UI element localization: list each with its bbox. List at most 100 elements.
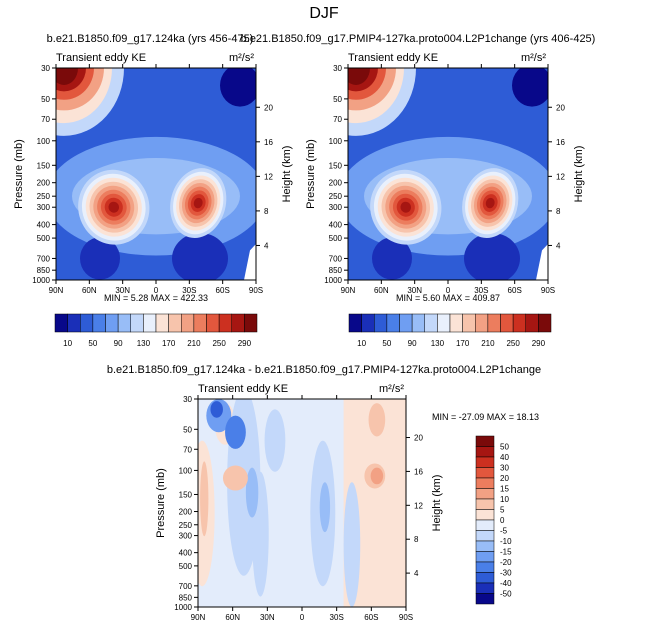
y-tick-label-500: 500 bbox=[179, 562, 193, 571]
y-tick-label-850: 850 bbox=[179, 593, 193, 602]
y-tick-label-30: 30 bbox=[183, 395, 192, 404]
contour-low bbox=[372, 237, 412, 280]
colorbar-label-10: 10 bbox=[500, 495, 509, 504]
polar-max-contour bbox=[348, 68, 370, 85]
colorbar-label-10: 10 bbox=[63, 339, 72, 348]
y-tick-label-400: 400 bbox=[37, 221, 51, 230]
y-tick-label-50: 50 bbox=[41, 95, 50, 104]
colorbar-swatch bbox=[193, 313, 207, 333]
y-tick-label-100: 100 bbox=[37, 137, 51, 146]
colorbar-label-90: 90 bbox=[114, 339, 123, 348]
colorbar-label-90: 90 bbox=[408, 339, 417, 348]
y-right-tick-label-8: 8 bbox=[556, 207, 561, 216]
units-label: m²/s² bbox=[229, 52, 254, 64]
y-axis-label: Pressure (mb) bbox=[155, 468, 167, 538]
colorbar-label-40: -40 bbox=[500, 579, 512, 588]
y-tick-label-50: 50 bbox=[183, 425, 192, 434]
colorbar-swatch bbox=[475, 582, 495, 594]
chart-panel-1: 10 50 90 130 170 210 250 290 90N 60N 30N 0 30S 60S 90S… bbox=[13, 33, 293, 348]
contour-low bbox=[80, 237, 120, 280]
colorbar-swatch bbox=[500, 313, 514, 333]
colorbar-swatch bbox=[386, 313, 400, 333]
positive-region bbox=[222, 465, 248, 491]
y-axis-label-right: Height (km) bbox=[281, 146, 293, 203]
page-title: DJF bbox=[309, 5, 339, 22]
y-tick-label-200: 200 bbox=[179, 508, 193, 517]
positive-region bbox=[368, 403, 386, 437]
y-right-tick-label-12: 12 bbox=[264, 172, 273, 181]
y-tick-label-300: 300 bbox=[329, 203, 343, 212]
colorbar-label-20: 20 bbox=[500, 474, 509, 483]
y-tick-label-700: 700 bbox=[329, 254, 343, 263]
colorbar-label-30: -30 bbox=[500, 569, 512, 578]
x-tick-label-30s: 30S bbox=[330, 613, 344, 622]
x-tick-label-90n: 90N bbox=[341, 286, 356, 295]
colorbar-swatch bbox=[475, 446, 495, 458]
colorbar-swatch bbox=[475, 488, 495, 500]
y-right-tick-label-12: 12 bbox=[556, 172, 565, 181]
x-tick-label-0: 0 bbox=[154, 286, 159, 295]
y-right-tick-label-8: 8 bbox=[414, 535, 419, 544]
x-tick-label-90s: 90S bbox=[541, 286, 555, 295]
colorbar-label-0: 0 bbox=[500, 516, 505, 525]
colorbar-swatch bbox=[475, 572, 495, 584]
y-right-tick-label-4: 4 bbox=[264, 241, 269, 250]
y-tick-label-300: 300 bbox=[37, 203, 51, 212]
colorbar-swatch bbox=[475, 519, 495, 531]
y-tick-label-700: 700 bbox=[37, 254, 51, 263]
colorbar-swatch bbox=[105, 313, 119, 333]
y-tick-label-1000: 1000 bbox=[32, 276, 50, 285]
contour-low bbox=[172, 233, 228, 280]
y-tick-label-1000: 1000 bbox=[324, 276, 342, 285]
colorbar-swatch bbox=[130, 313, 144, 333]
colorbar-label-130: 130 bbox=[431, 339, 445, 348]
colorbar-swatch bbox=[424, 313, 438, 333]
colorbar-swatch bbox=[374, 313, 388, 333]
units-label: m²/s² bbox=[379, 383, 404, 395]
colorbar-label-10: 10 bbox=[357, 339, 366, 348]
negative-region bbox=[343, 482, 361, 607]
y-tick-label-150: 150 bbox=[179, 490, 193, 499]
colorbar-swatch bbox=[475, 593, 495, 605]
colorbar-swatch bbox=[475, 456, 495, 468]
field-name-label: Transient eddy KE bbox=[56, 52, 146, 64]
colorbar-swatch bbox=[437, 313, 451, 333]
colorbar-swatch bbox=[348, 313, 362, 333]
colorbar-label-290: 290 bbox=[532, 339, 546, 348]
colorbar-swatch bbox=[475, 561, 495, 573]
colorbar-swatch bbox=[168, 313, 182, 333]
colorbar-label-40: 40 bbox=[500, 453, 509, 462]
colorbar-swatch bbox=[117, 313, 131, 333]
x-tick-label-30s: 30S bbox=[182, 286, 196, 295]
x-tick-label-0: 0 bbox=[446, 286, 451, 295]
field-contours bbox=[56, 68, 256, 280]
field-contours bbox=[348, 68, 548, 280]
min-max-stats: MIN = 5.28 MAX = 422.33 bbox=[104, 293, 208, 303]
colorbar-label-30: 30 bbox=[500, 464, 509, 473]
colorbar-swatch bbox=[475, 498, 495, 510]
topography-mask bbox=[244, 243, 256, 280]
field-name-label: Transient eddy KE bbox=[348, 52, 438, 64]
colorbar-swatch bbox=[475, 509, 495, 521]
jet-contour bbox=[485, 197, 495, 209]
x-tick-label-60n: 60N bbox=[225, 613, 240, 622]
jet-contour bbox=[108, 201, 120, 213]
colorbar-label-50: 50 bbox=[88, 339, 97, 348]
y-tick-label-850: 850 bbox=[37, 266, 51, 275]
y-axis-label: Pressure (mb) bbox=[305, 139, 317, 209]
panel-title: b.e21.B1850.f09_g17.124ka (yrs 456-475) bbox=[47, 33, 254, 45]
min-max-stats: MIN = 5.60 MAX = 409.87 bbox=[396, 293, 500, 303]
y-tick-label-150: 150 bbox=[329, 161, 343, 170]
y-tick-label-150: 150 bbox=[37, 161, 51, 170]
x-tick-label-30n: 30N bbox=[115, 286, 130, 295]
colorbar-swatch bbox=[67, 313, 81, 333]
colorbar-swatch bbox=[244, 313, 258, 333]
colorbar-swatch bbox=[487, 313, 501, 333]
field-contours bbox=[198, 399, 406, 607]
colorbar-swatch bbox=[411, 313, 425, 333]
y-tick-label-500: 500 bbox=[37, 234, 51, 243]
colorbar-label-250: 250 bbox=[212, 339, 226, 348]
y-right-tick-label-16: 16 bbox=[414, 467, 423, 476]
y-tick-label-850: 850 bbox=[329, 266, 343, 275]
